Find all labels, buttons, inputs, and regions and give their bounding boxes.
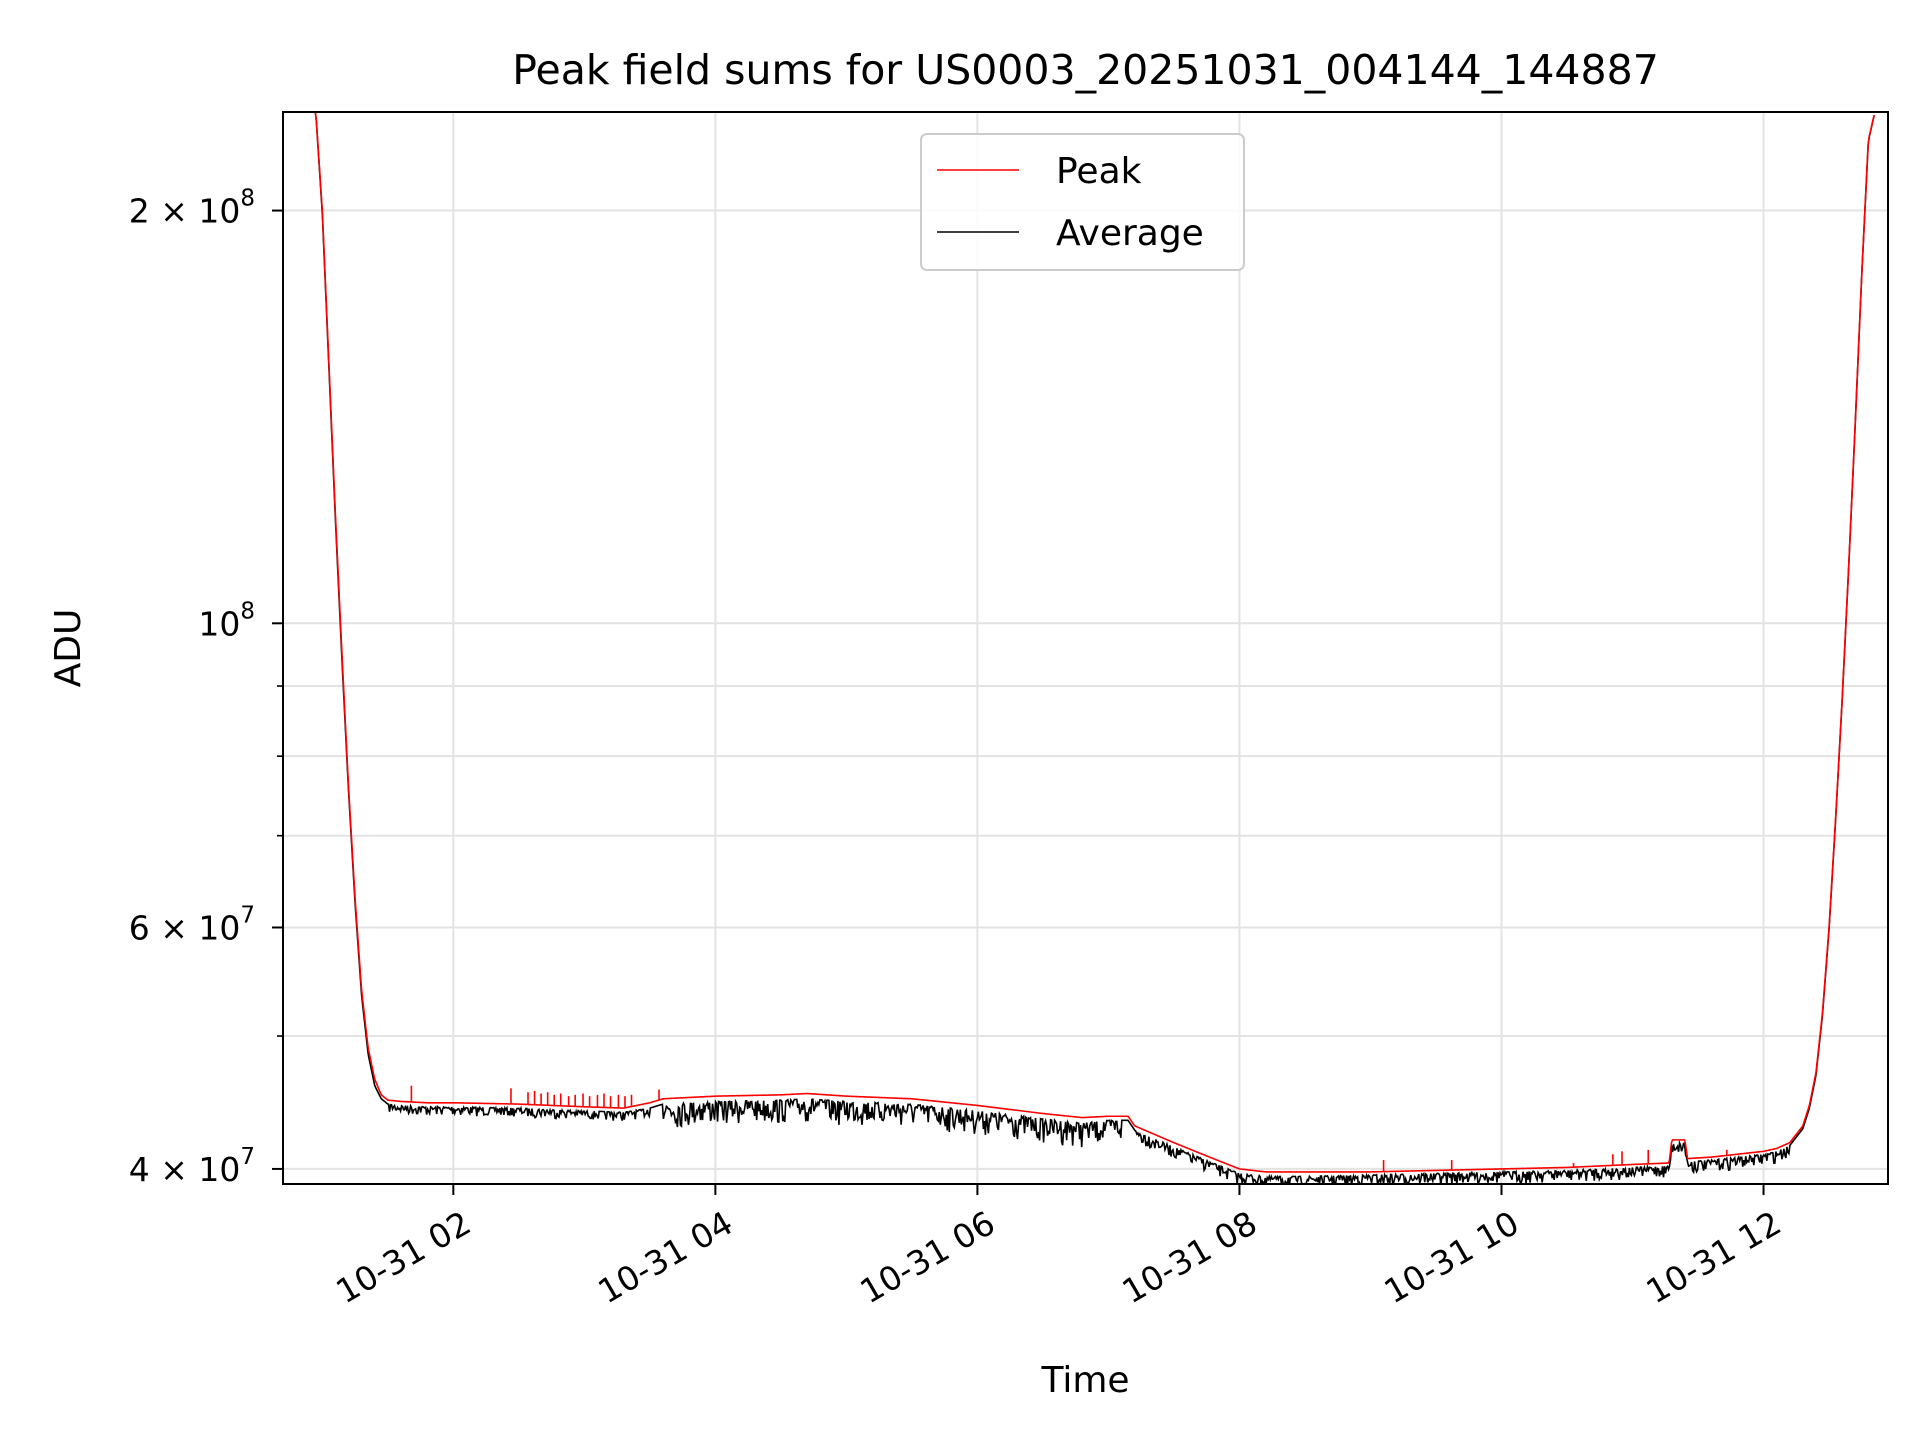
y-tick-base: 4 × 10 bbox=[129, 1150, 241, 1189]
y-tick-base: 10 bbox=[198, 604, 240, 643]
y-tick-exponent: 7 bbox=[240, 1144, 255, 1170]
y-tick-base: 6 × 10 bbox=[129, 908, 241, 947]
y-tick-exponent: 8 bbox=[240, 186, 255, 212]
legend-label-average: Average bbox=[1056, 213, 1204, 254]
legend: Peak Average bbox=[920, 133, 1245, 271]
y-tick-exponent: 7 bbox=[240, 902, 255, 928]
series-average-line bbox=[305, 112, 1875, 1184]
y-tick-base: 2 × 10 bbox=[129, 192, 241, 231]
y-tick-label: 108 bbox=[198, 598, 255, 643]
series-peak-line bbox=[305, 112, 1875, 1173]
legend-label-peak: Peak bbox=[1056, 151, 1142, 192]
plot-series bbox=[305, 112, 1875, 1184]
y-tick-label: 2 × 108 bbox=[129, 186, 255, 231]
y-tick-exponent: 8 bbox=[240, 598, 255, 624]
legend-box bbox=[920, 133, 1245, 271]
y-tick-label: 4 × 107 bbox=[129, 1144, 255, 1189]
chart-title: Peak field sums for US0003_20251031_0041… bbox=[512, 46, 1659, 94]
x-axis-label: Time bbox=[1040, 1360, 1129, 1401]
axes-frame bbox=[282, 111, 1889, 1185]
y-tick-label: 6 × 107 bbox=[129, 902, 255, 947]
y-axis-label: ADU bbox=[48, 609, 89, 688]
